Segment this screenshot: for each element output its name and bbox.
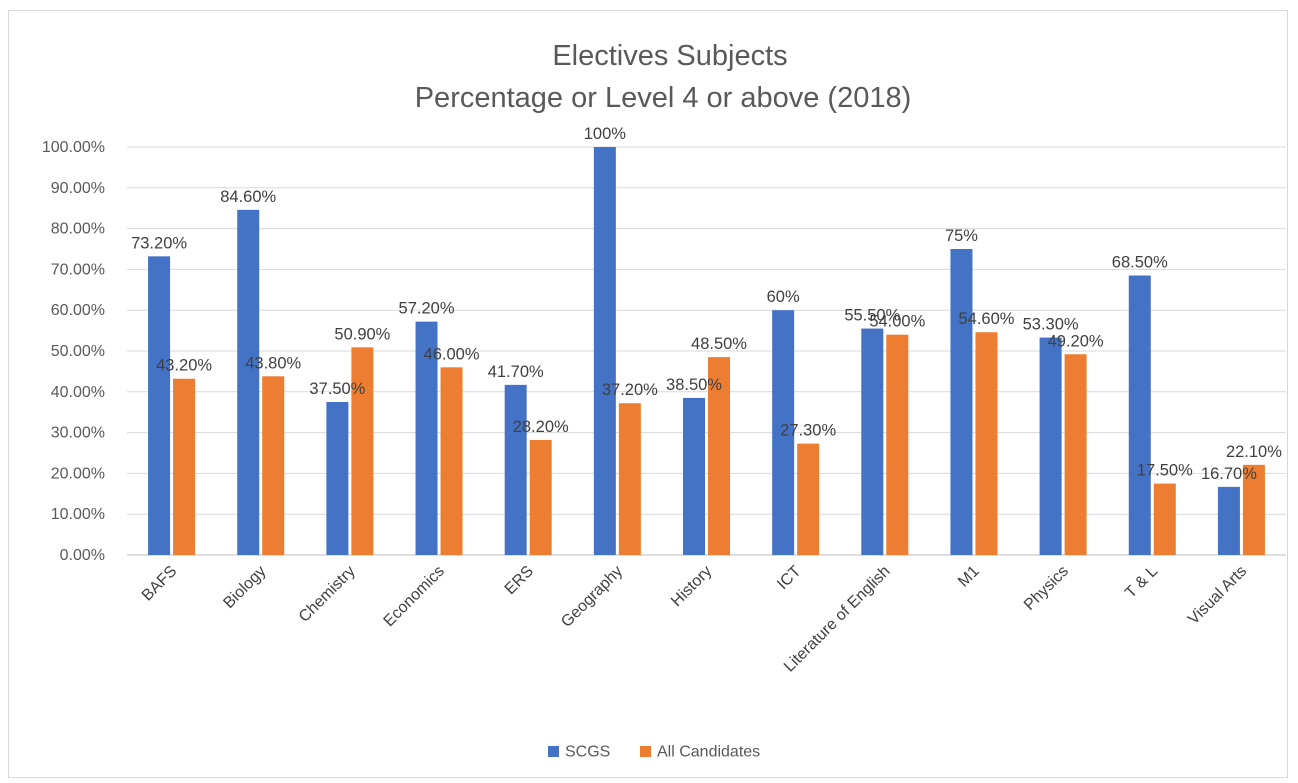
data-label: 37.50% xyxy=(309,380,365,398)
x-category-label: BAFS xyxy=(139,563,181,605)
bar-all-candidates xyxy=(440,367,463,555)
y-tick-label: 0.00% xyxy=(60,547,105,564)
data-label: 17.50% xyxy=(1137,462,1193,480)
data-label: 68.50% xyxy=(1112,254,1168,272)
bars xyxy=(148,147,1265,555)
bar-all-candidates xyxy=(1242,464,1265,555)
data-label: 46.00% xyxy=(424,345,480,363)
data-label: 73.20% xyxy=(131,234,187,252)
y-tick-label: 50.00% xyxy=(51,343,105,360)
data-label: 48.50% xyxy=(691,335,747,353)
bar-all-candidates xyxy=(529,439,552,555)
bar-all-candidates xyxy=(173,378,196,555)
bar-scgs xyxy=(772,310,795,555)
y-tick-label: 60.00% xyxy=(51,302,105,319)
bar-scgs xyxy=(237,209,260,555)
x-category-label: ICT xyxy=(774,563,804,593)
x-category-label: Geography xyxy=(558,563,626,631)
x-category-label: Economics xyxy=(381,563,448,630)
x-category-label: Chemistry xyxy=(296,563,359,626)
y-tick-label: 100.00% xyxy=(42,139,105,156)
y-tick-label: 70.00% xyxy=(51,261,105,278)
y-tick-label: 90.00% xyxy=(51,180,105,197)
bar-all-candidates xyxy=(262,376,285,555)
y-tick-label: 40.00% xyxy=(51,384,105,401)
data-label: 49.20% xyxy=(1048,332,1104,350)
y-tick-label: 10.00% xyxy=(51,506,105,523)
data-label: 38.50% xyxy=(666,376,722,394)
x-category-label: ERS xyxy=(502,563,537,598)
bar-all-candidates xyxy=(618,403,641,555)
bar-scgs xyxy=(1217,486,1240,555)
bar-all-candidates xyxy=(351,347,374,555)
legend-swatch xyxy=(548,746,559,757)
data-label: 28.20% xyxy=(513,418,569,436)
legend: SCGS All Candidates xyxy=(548,744,760,761)
data-label: 75% xyxy=(945,227,978,245)
bar-all-candidates xyxy=(886,334,909,555)
bar-scgs xyxy=(683,397,705,555)
x-axis: BAFS Biology Chemistry Economics ERS Geograph… xyxy=(139,563,1250,676)
data-label: 43.20% xyxy=(156,357,212,375)
data-label: 54.60% xyxy=(958,310,1014,328)
x-category-label: Visual Arts xyxy=(1185,563,1250,628)
x-category-label: History xyxy=(668,563,715,610)
data-label: 57.20% xyxy=(399,300,455,318)
data-label: 43.80% xyxy=(245,354,301,372)
chart-subtitle: Percentage or Level 4 or above (2018) xyxy=(415,82,912,114)
data-label: 84.60% xyxy=(220,188,276,206)
y-tick-label: 80.00% xyxy=(51,221,105,238)
bar-all-candidates xyxy=(1153,483,1176,555)
data-label: 60% xyxy=(767,288,800,306)
legend-label: All Candidates xyxy=(657,744,760,761)
bar-scgs xyxy=(1039,337,1062,555)
data-label: 16.70% xyxy=(1201,465,1257,483)
bar-all-candidates xyxy=(975,332,998,555)
legend-swatch xyxy=(640,746,651,757)
legend-label: SCGS xyxy=(565,744,610,761)
bar-scgs xyxy=(861,328,884,555)
data-label: 53.30% xyxy=(1023,316,1079,334)
bar-scgs xyxy=(415,321,438,555)
data-labels: 73.20% 43.20% 84.60% 43.80% 37.50% 50.90% 57.2… xyxy=(131,125,1282,483)
data-label: 54.00% xyxy=(869,313,925,331)
bar-scgs xyxy=(504,384,527,555)
data-label: 22.10% xyxy=(1226,443,1282,461)
data-label: 27.30% xyxy=(780,422,836,440)
bar-scgs xyxy=(326,402,349,555)
y-tick-label: 20.00% xyxy=(51,465,105,482)
bar-all-candidates xyxy=(797,443,820,555)
data-label: 41.70% xyxy=(488,363,544,381)
bar-scgs xyxy=(148,256,171,555)
bar-all-candidates xyxy=(1064,354,1087,555)
x-category-label: Physics xyxy=(1021,563,1072,614)
y-tick-label: 30.00% xyxy=(51,425,105,442)
x-category-label: M1 xyxy=(955,563,983,591)
x-category-label: Biology xyxy=(220,563,269,612)
data-label: 100% xyxy=(584,125,627,143)
bar-all-candidates xyxy=(708,357,730,555)
bar-scgs xyxy=(593,147,616,555)
y-axis: 0.00% 10.00% 20.00% 30.00% 40.00% 50.00% 60.00… xyxy=(42,139,105,564)
gridlines xyxy=(127,146,1286,556)
data-label: 55.50% xyxy=(844,307,900,325)
data-label: 37.20% xyxy=(602,381,658,399)
bar-scgs xyxy=(1128,275,1151,555)
bar-scgs xyxy=(950,249,973,555)
x-category-label: T & L xyxy=(1122,563,1161,602)
data-label: 50.90% xyxy=(334,325,390,343)
chart-title: Electives Subjects xyxy=(552,40,787,72)
